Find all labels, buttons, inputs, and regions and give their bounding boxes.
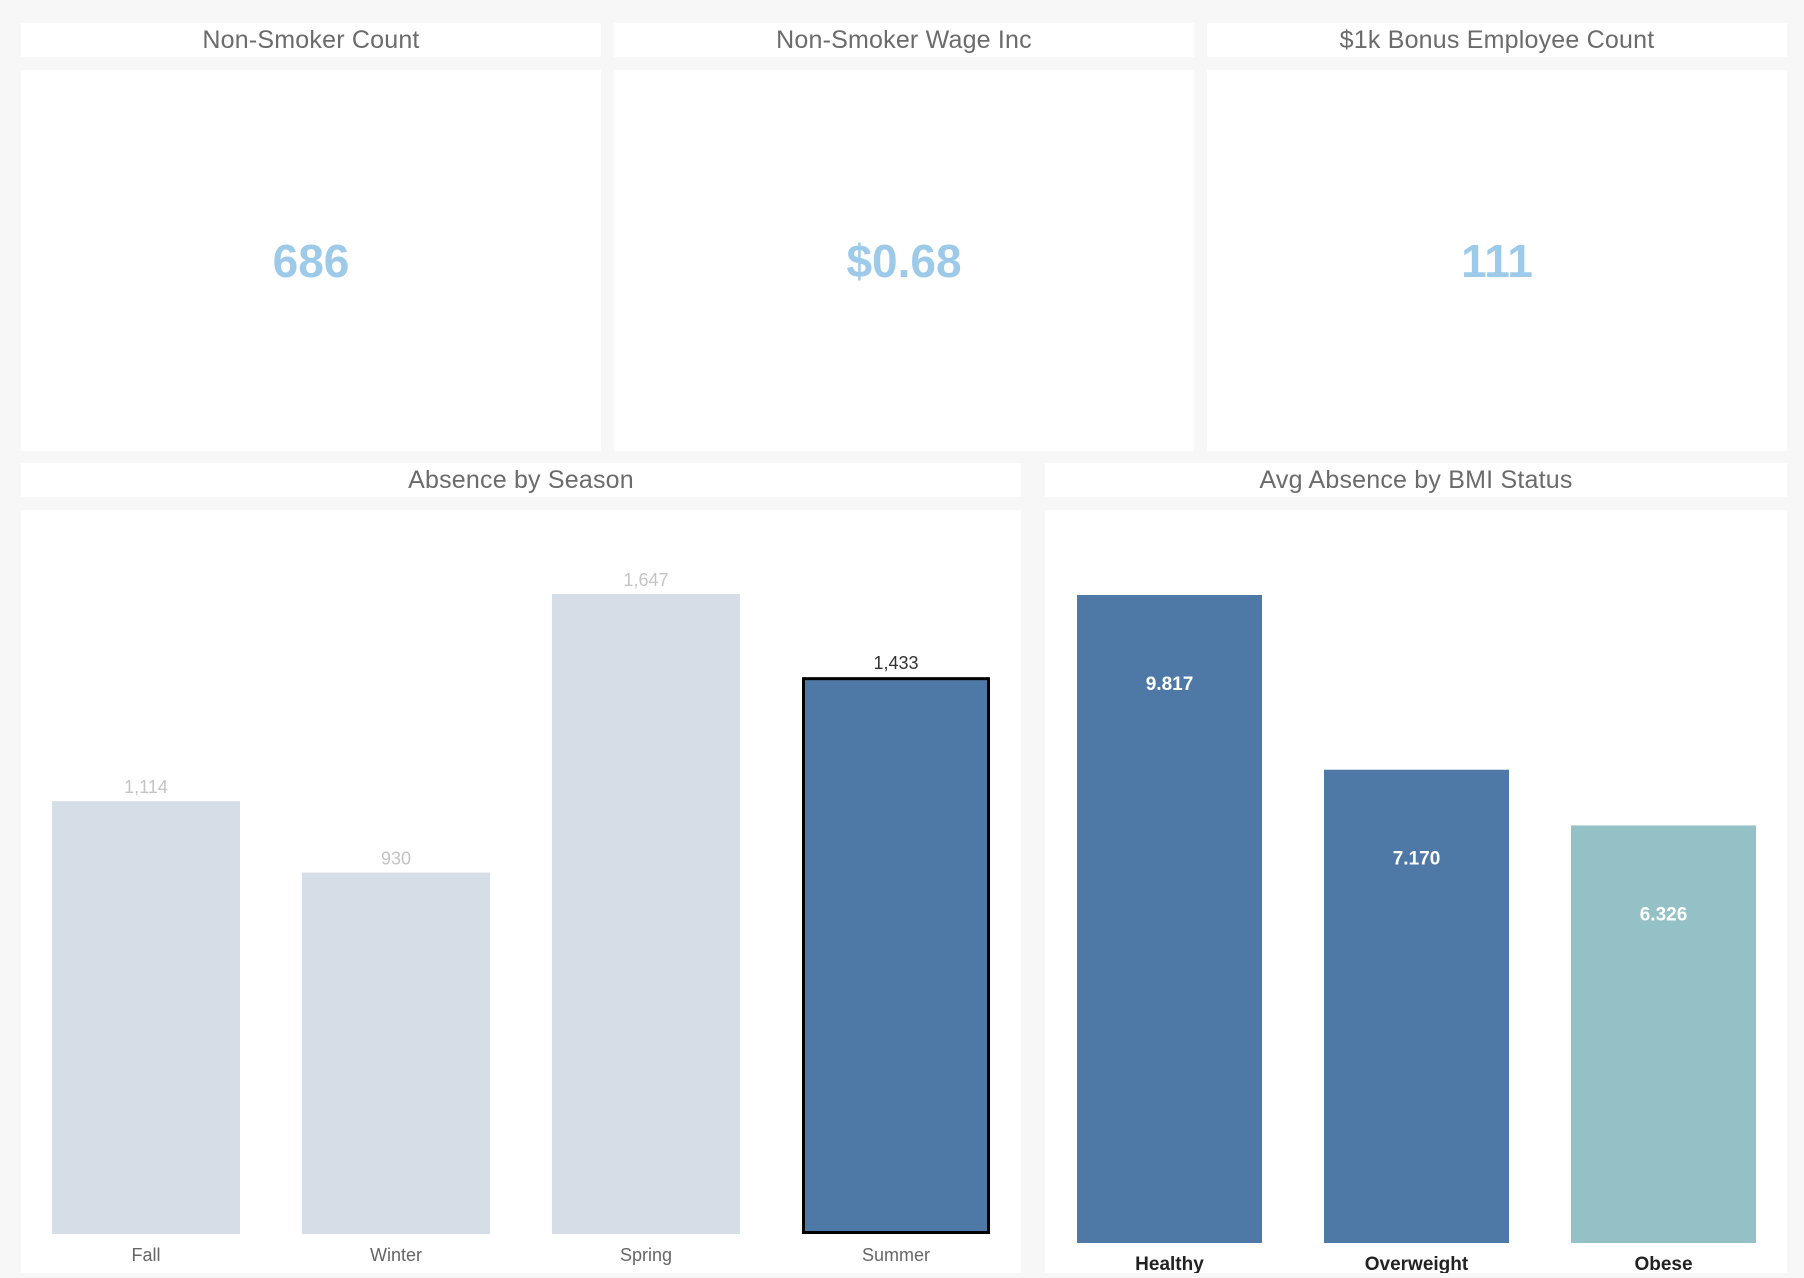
kpi-value-non-smoker-wage-inc: $0.68 [846, 234, 962, 287]
season-chart-panel: 1,114 Fall 930 Winter 1,647 Spring 1,433 Summer [21, 510, 1021, 1273]
category-label-overweight: Overweight [1365, 1254, 1469, 1273]
kpi-value-non-smoker-count: 686 [272, 234, 350, 287]
kpi-title-non-smoker-wage-inc: Non-Smoker Wage Inc [614, 23, 1194, 57]
value-label-spring: 1,647 [623, 570, 668, 590]
value-label-winter: 930 [381, 849, 411, 869]
category-label-spring: Spring [620, 1245, 672, 1265]
chart-title-absence-by-season: Absence by Season [21, 463, 1021, 497]
kpi-value-bonus-employee-count: 111 [1461, 234, 1533, 287]
value-label-fall: 1,114 [124, 777, 168, 797]
bar-fall[interactable] [52, 801, 240, 1234]
season-bar-chart: 1,114 Fall 930 Winter 1,647 Spring 1,433 Summer [52, 570, 990, 1265]
category-label-summer: Summer [862, 1245, 930, 1265]
bar-overweight[interactable] [1324, 769, 1509, 1243]
kpi-panel-bonus-employee-count[interactable]: 111 [1207, 70, 1787, 451]
chart-title-avg-absence-by-bmi: Avg Absence by BMI Status [1045, 463, 1787, 497]
category-label-fall: Fall [131, 1245, 160, 1265]
bar-obese[interactable] [1571, 825, 1756, 1243]
value-label-obese: 6.326 [1640, 904, 1688, 925]
bmi-bar-chart: 9.817 Healthy 7.170 Overweight 6.326 Obese [1077, 595, 1756, 1275]
bar-healthy[interactable] [1077, 595, 1262, 1243]
kpi-panel-non-smoker-count[interactable]: 686 [21, 70, 601, 451]
kpi-title-bonus-employee-count: $1k Bonus Employee Count [1207, 23, 1787, 57]
value-label-overweight: 7.170 [1393, 849, 1441, 870]
bmi-chart-panel: 9.817 Healthy 7.170 Overweight 6.326 Obese [1045, 510, 1787, 1275]
value-label-summer: 1,433 [873, 653, 918, 673]
kpi-title-non-smoker-count: Non-Smoker Count [21, 23, 601, 57]
value-label-healthy: 9.817 [1146, 674, 1194, 695]
category-label-healthy: Healthy [1135, 1254, 1204, 1273]
category-label-obese: Obese [1634, 1254, 1692, 1273]
bar-summer[interactable] [802, 677, 990, 1235]
category-label-winter: Winter [370, 1245, 422, 1265]
bar-spring[interactable] [552, 594, 740, 1234]
bar-winter[interactable] [302, 872, 490, 1234]
kpi-panel-non-smoker-wage-inc[interactable]: $0.68 [614, 70, 1194, 451]
